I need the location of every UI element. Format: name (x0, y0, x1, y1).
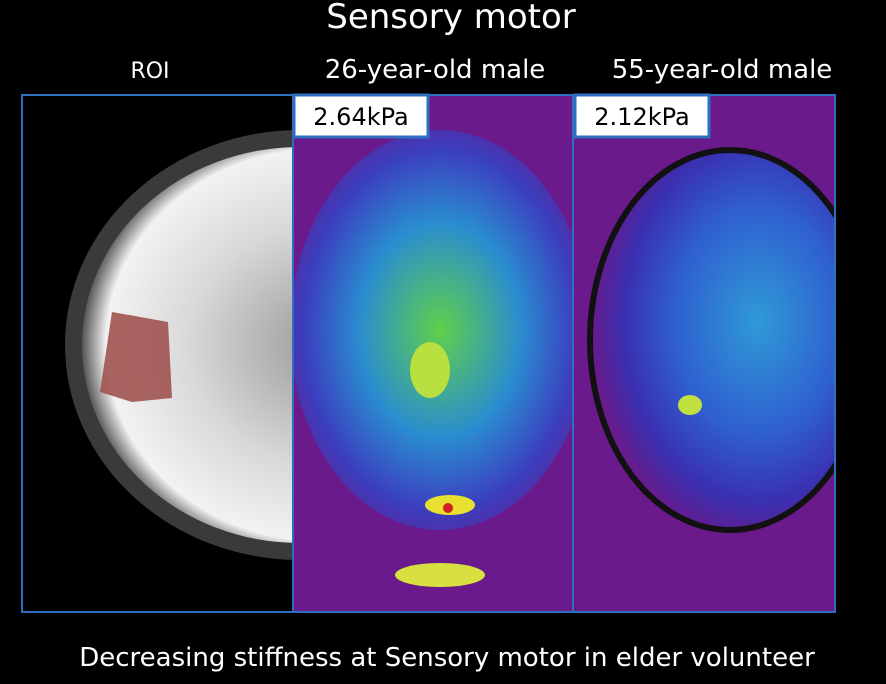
young-map (293, 95, 573, 612)
title: Sensory motor (326, 0, 576, 37)
panel-label: ROI (130, 59, 169, 84)
value-box (573, 93, 711, 139)
roi-image (22, 95, 293, 612)
stiffness-value: 2.12kPa (594, 103, 689, 131)
old-map (573, 95, 835, 612)
value-box (292, 93, 430, 139)
panel-label: 26-year-old male (325, 55, 546, 85)
panel-label: 55-year-old male (612, 55, 833, 85)
caption: Decreasing stiffness at Sensory motor in… (79, 643, 815, 673)
stiffness-value: 2.64kPa (313, 103, 408, 131)
